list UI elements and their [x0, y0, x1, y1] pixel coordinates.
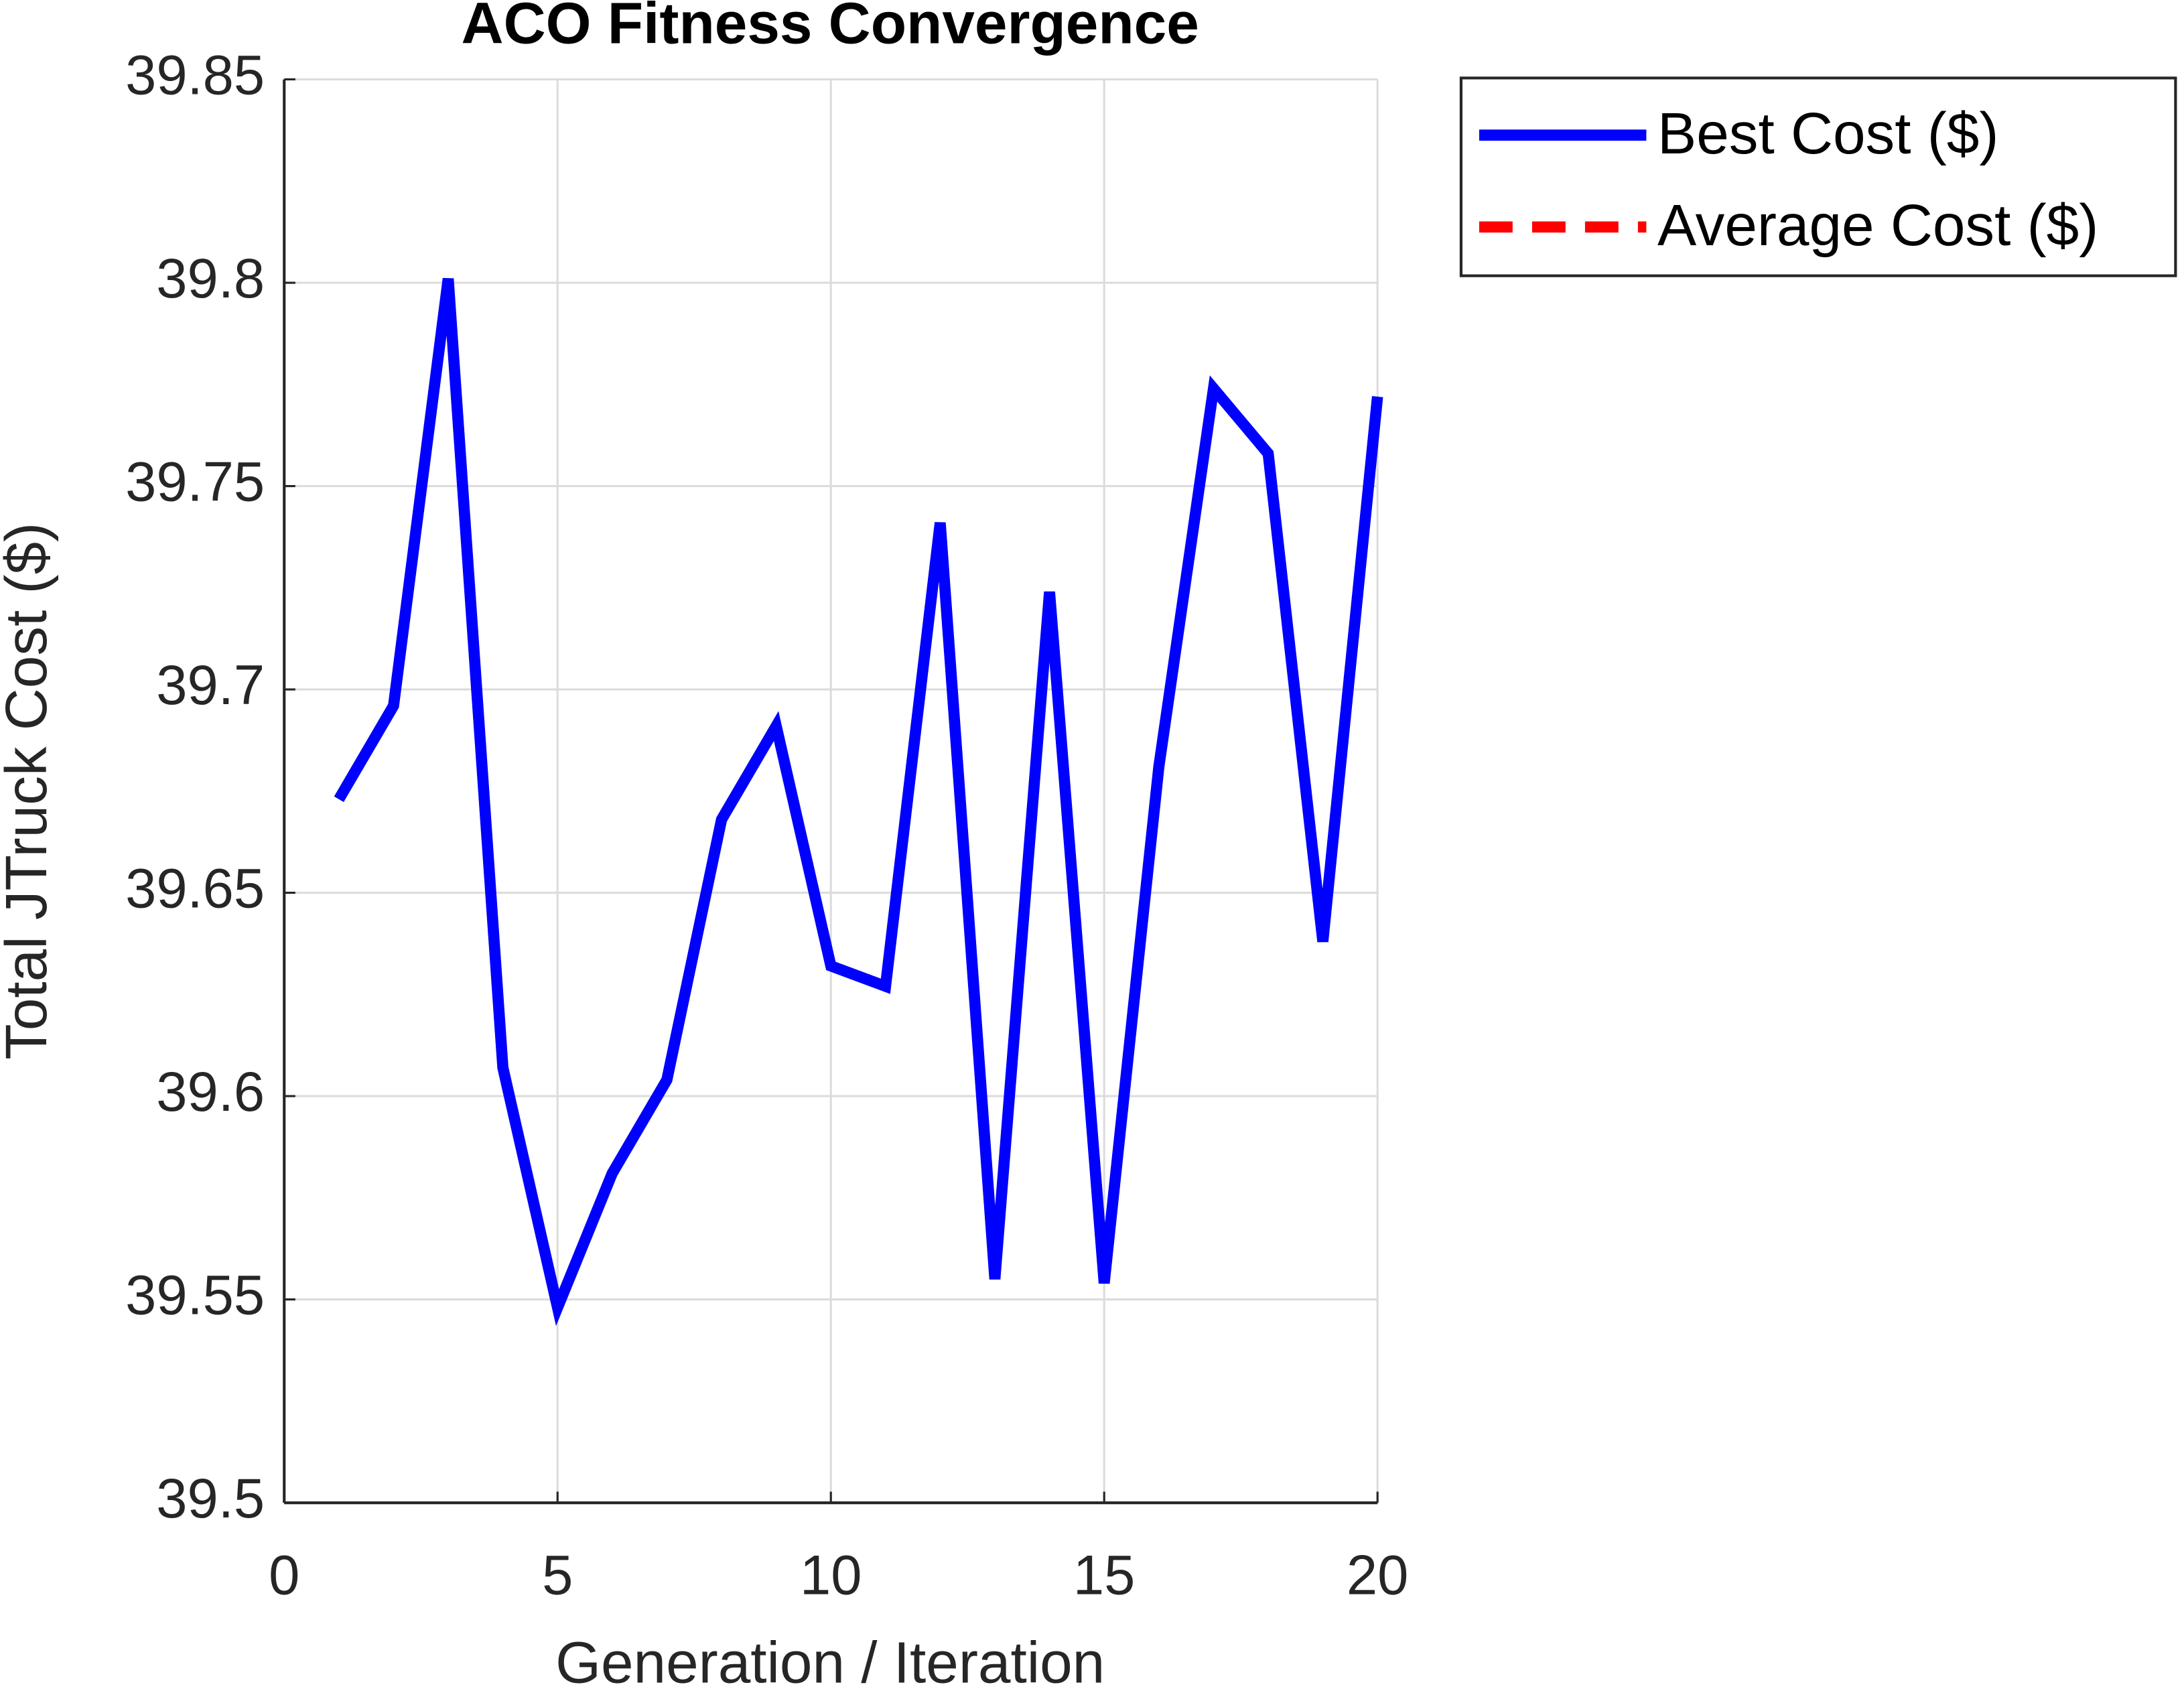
y-tick-label: 39.7	[156, 654, 265, 716]
chart-title: ACO Fitness Convergence	[462, 0, 1199, 56]
legend-label: Average Cost ($)	[1657, 192, 2098, 258]
x-tick-label: 5	[542, 1544, 573, 1606]
x-tick-label: 20	[1347, 1544, 1408, 1606]
y-tick-label: 39.65	[125, 858, 265, 920]
y-tick-label: 39.75	[125, 450, 265, 513]
x-tick-label: 0	[269, 1544, 299, 1606]
y-tick-label: 39.8	[156, 247, 265, 310]
x-axis-label: Generation / Iteration	[555, 1629, 1105, 1695]
y-tick-label: 39.5	[156, 1467, 265, 1530]
y-tick-label: 39.6	[156, 1061, 265, 1123]
legend-label: Best Cost ($)	[1657, 100, 1998, 166]
legend-box	[1459, 76, 2177, 277]
y-tick-label: 39.85	[125, 44, 265, 106]
y-tick-label: 39.55	[125, 1264, 265, 1327]
x-tick-label: 10	[800, 1544, 862, 1606]
y-axis-label: Total JTruck Cost ($)	[0, 523, 59, 1060]
x-tick-label: 15	[1073, 1544, 1135, 1606]
data-line	[334, 277, 1383, 1327]
